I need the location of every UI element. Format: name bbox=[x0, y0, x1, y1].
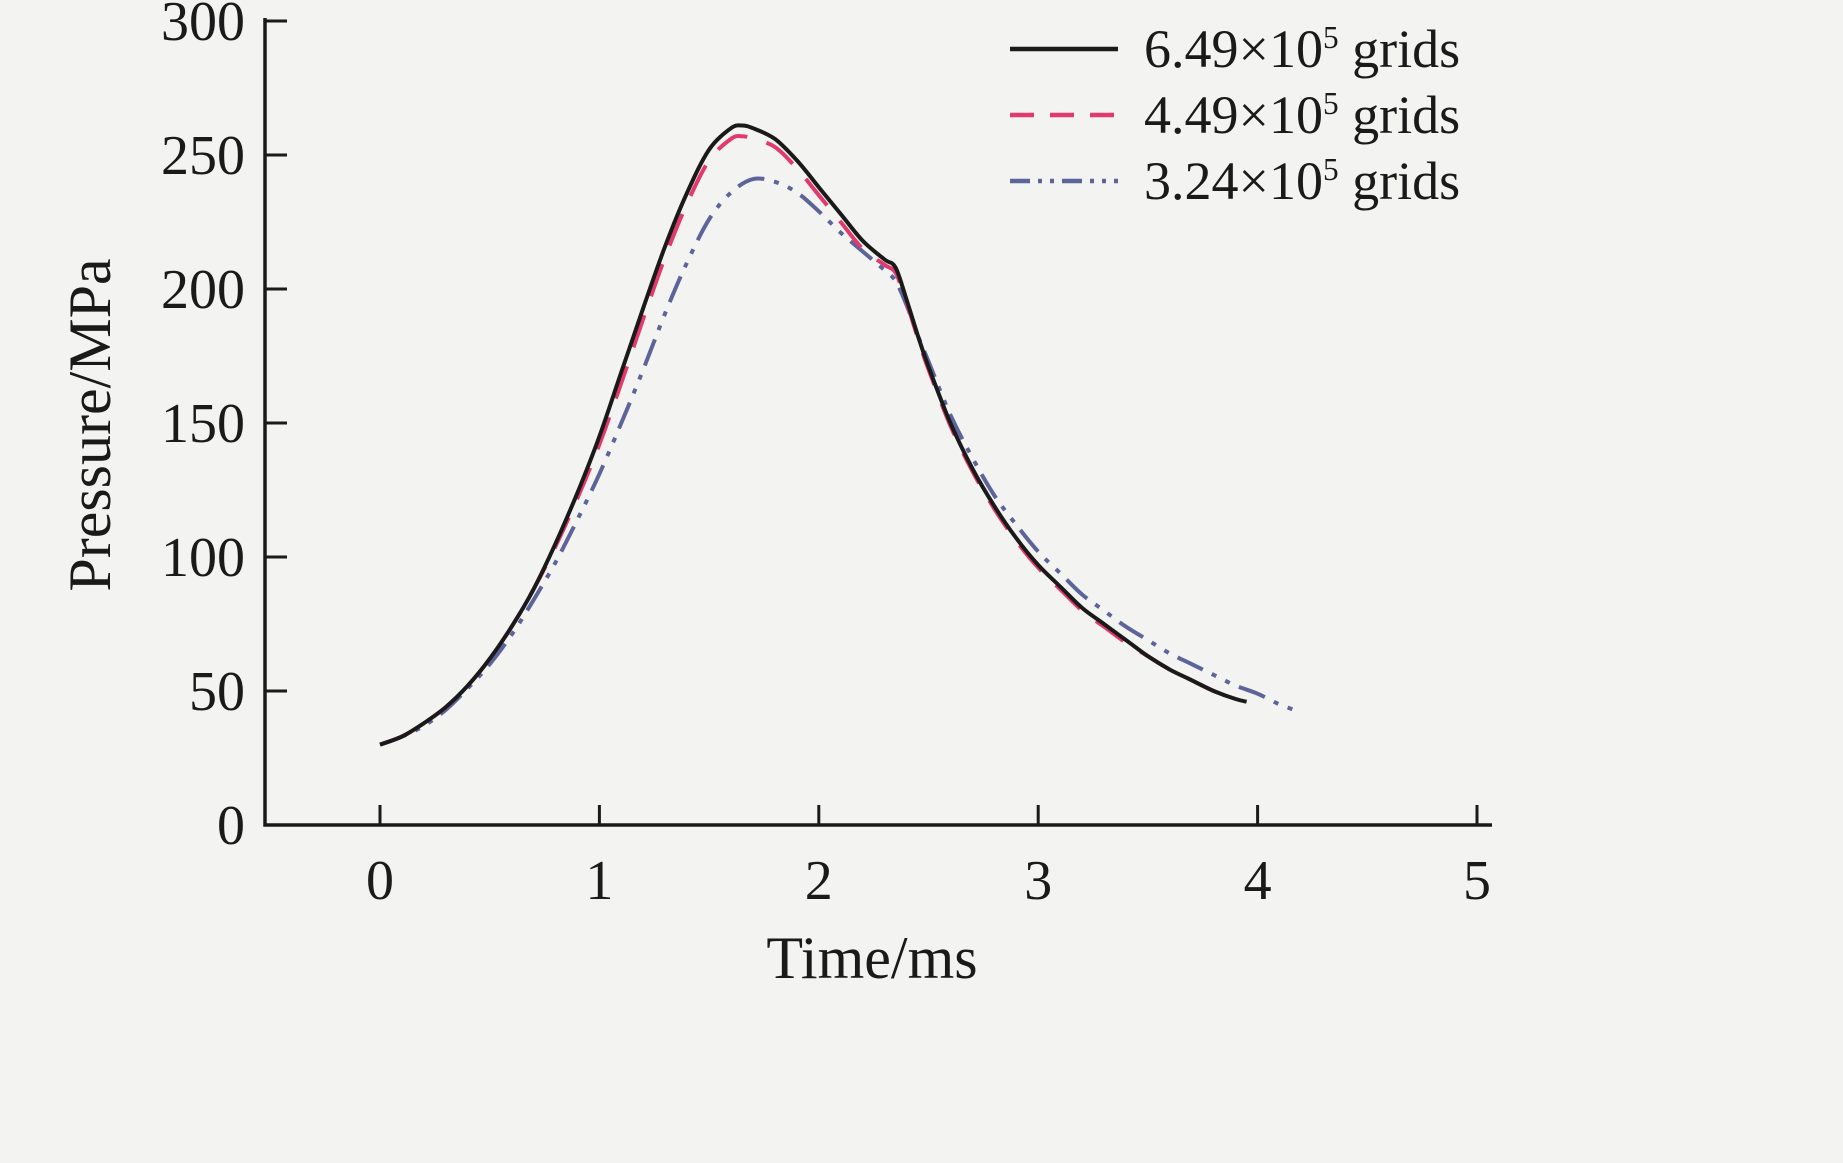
x-tick-label: 3 bbox=[1024, 850, 1052, 912]
series-line-2 bbox=[379, 123, 1248, 747]
x-tick-label: 0 bbox=[366, 850, 394, 912]
y-tick-label: 50 bbox=[189, 661, 245, 723]
y-tick-label: 200 bbox=[161, 259, 245, 321]
legend: 6.49×105 grids 4.49×105 grids 3.24×105 gri… bbox=[1008, 18, 1460, 212]
y-tick-label: 250 bbox=[161, 125, 245, 187]
legend-label: 3.24×105 grids bbox=[1144, 151, 1461, 211]
y-tick-label: 100 bbox=[161, 527, 245, 589]
legend-item: 6.49×105 grids bbox=[1008, 18, 1460, 80]
legend-item: 4.49×105 grids bbox=[1008, 84, 1460, 146]
x-axis-title: Time/ms bbox=[766, 925, 977, 991]
legend-label: 6.49×105 grids bbox=[1144, 19, 1461, 79]
y-tick-label: 300 bbox=[161, 0, 245, 53]
x-tick-label: 1 bbox=[585, 850, 613, 912]
y-tick-label: 150 bbox=[161, 393, 245, 455]
y-axis-title: Pressure/MPa bbox=[57, 258, 123, 591]
legend-line-sample bbox=[1010, 112, 1118, 118]
x-tick-label: 4 bbox=[1244, 850, 1272, 912]
series-line-1 bbox=[379, 134, 1237, 747]
legend-item: 3.24×105 grids bbox=[1008, 150, 1460, 212]
legend-label: 4.49×105 grids bbox=[1144, 85, 1461, 145]
legend-line-sample bbox=[1010, 178, 1118, 184]
x-tick-label: 5 bbox=[1463, 850, 1491, 912]
legend-line-sample bbox=[1010, 46, 1118, 52]
y-tick-label: 0 bbox=[217, 795, 245, 857]
series-line-0 bbox=[379, 176, 1303, 747]
x-tick-label: 2 bbox=[805, 850, 833, 912]
